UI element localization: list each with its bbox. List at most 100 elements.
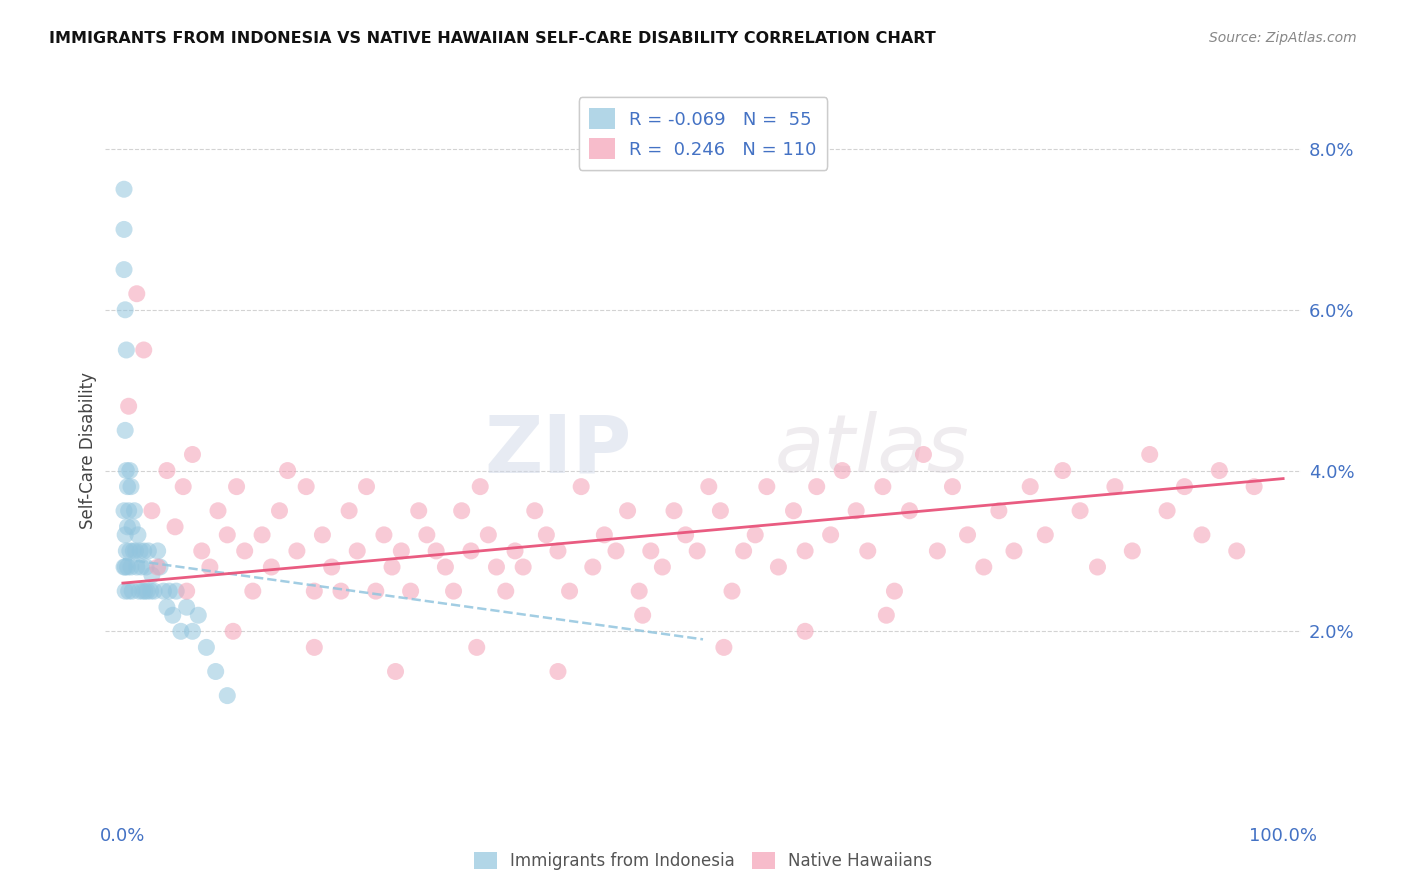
Point xyxy=(1208,464,1230,478)
Point xyxy=(1104,480,1126,494)
Text: atlas: atlas xyxy=(775,411,970,490)
Point xyxy=(260,560,283,574)
Point xyxy=(460,544,482,558)
Point xyxy=(157,584,180,599)
Text: Source: ZipAtlas.com: Source: ZipAtlas.com xyxy=(1209,31,1357,45)
Point xyxy=(233,544,256,558)
Point xyxy=(112,262,135,277)
Point xyxy=(132,343,155,357)
Point xyxy=(172,480,194,494)
Point xyxy=(1243,480,1265,494)
Point xyxy=(875,608,897,623)
Point xyxy=(149,560,172,574)
Point xyxy=(1156,504,1178,518)
Point xyxy=(675,528,697,542)
Point xyxy=(311,528,333,542)
Point xyxy=(195,640,218,655)
Point xyxy=(330,584,353,599)
Point xyxy=(114,302,136,317)
Point xyxy=(118,399,141,413)
Point xyxy=(1069,504,1091,518)
Point xyxy=(124,544,146,558)
Point xyxy=(112,182,135,196)
Point xyxy=(141,504,163,518)
Point xyxy=(465,640,488,655)
Point xyxy=(131,560,153,574)
Point xyxy=(898,504,921,518)
Point xyxy=(733,544,755,558)
Point xyxy=(112,504,135,518)
Point xyxy=(207,504,229,518)
Point xyxy=(131,584,153,599)
Point xyxy=(269,504,291,518)
Point xyxy=(697,480,720,494)
Legend: Immigrants from Indonesia, Native Hawaiians: Immigrants from Indonesia, Native Hawaii… xyxy=(467,845,939,877)
Point xyxy=(640,544,662,558)
Point xyxy=(416,528,439,542)
Point xyxy=(152,584,174,599)
Point xyxy=(337,504,360,518)
Point xyxy=(143,584,166,599)
Point xyxy=(973,560,995,574)
Point xyxy=(721,584,744,599)
Point xyxy=(187,608,209,623)
Point xyxy=(170,624,193,639)
Point xyxy=(139,584,162,599)
Point xyxy=(941,480,963,494)
Point xyxy=(782,504,804,518)
Point xyxy=(115,544,138,558)
Point xyxy=(389,544,412,558)
Point xyxy=(470,480,492,494)
Point xyxy=(217,689,239,703)
Point xyxy=(662,504,685,518)
Point xyxy=(686,544,709,558)
Text: IMMIGRANTS FROM INDONESIA VS NATIVE HAWAIIAN SELF-CARE DISABILITY CORRELATION CH: IMMIGRANTS FROM INDONESIA VS NATIVE HAWA… xyxy=(49,31,936,46)
Point xyxy=(558,584,581,599)
Point xyxy=(1019,480,1042,494)
Point xyxy=(631,608,654,623)
Point xyxy=(285,544,308,558)
Point xyxy=(125,286,148,301)
Point xyxy=(503,544,526,558)
Point xyxy=(115,343,138,357)
Point xyxy=(927,544,949,558)
Point xyxy=(132,544,155,558)
Point xyxy=(1226,544,1249,558)
Point xyxy=(1191,528,1213,542)
Point xyxy=(304,640,326,655)
Point xyxy=(1121,544,1143,558)
Point xyxy=(794,544,817,558)
Point xyxy=(242,584,264,599)
Point xyxy=(125,560,148,574)
Point xyxy=(495,584,517,599)
Point xyxy=(121,584,143,599)
Point xyxy=(806,480,828,494)
Point xyxy=(384,665,406,679)
Point xyxy=(1173,480,1195,494)
Point xyxy=(512,560,534,574)
Point xyxy=(845,504,868,518)
Point xyxy=(250,528,273,542)
Point xyxy=(295,480,318,494)
Point xyxy=(872,480,894,494)
Point xyxy=(190,544,212,558)
Point xyxy=(605,544,627,558)
Point xyxy=(547,544,569,558)
Legend: R = -0.069   N =  55, R =  0.246   N = 110: R = -0.069 N = 55, R = 0.246 N = 110 xyxy=(579,97,827,169)
Point xyxy=(582,560,605,574)
Point xyxy=(141,568,163,582)
Text: ZIP: ZIP xyxy=(484,411,631,490)
Point xyxy=(425,544,447,558)
Point xyxy=(176,600,198,615)
Point xyxy=(713,640,735,655)
Point xyxy=(547,665,569,679)
Point xyxy=(129,544,152,558)
Point xyxy=(156,600,179,615)
Point xyxy=(138,544,160,558)
Point xyxy=(146,544,169,558)
Point xyxy=(450,504,472,518)
Y-axis label: Self-Care Disability: Self-Care Disability xyxy=(79,372,97,529)
Point xyxy=(616,504,638,518)
Point xyxy=(434,560,457,574)
Point xyxy=(127,528,149,542)
